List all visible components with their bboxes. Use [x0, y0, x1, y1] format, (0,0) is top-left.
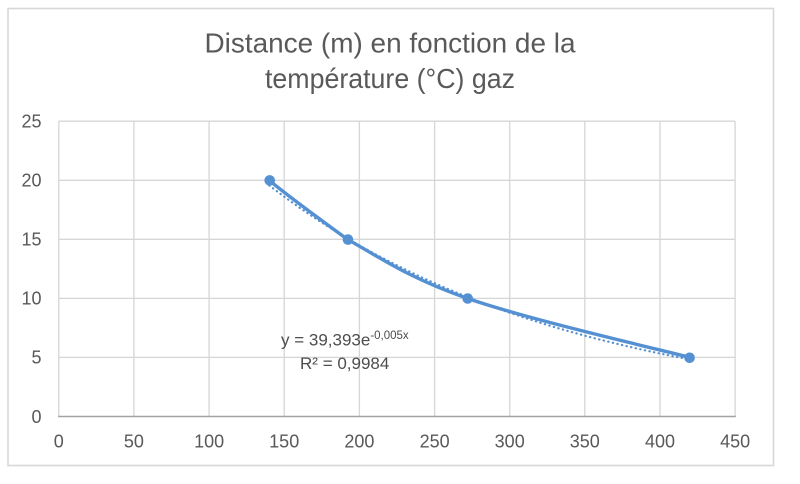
- svg-text:50: 50: [124, 431, 144, 451]
- svg-text:Distance (m) en fonction de la: Distance (m) en fonction de la: [205, 28, 576, 59]
- svg-text:R² = 0,9984: R² = 0,9984: [300, 354, 389, 373]
- svg-text:150: 150: [269, 431, 299, 451]
- svg-text:100: 100: [194, 431, 224, 451]
- svg-text:350: 350: [570, 431, 600, 451]
- svg-text:450: 450: [720, 431, 750, 451]
- svg-text:5: 5: [31, 348, 41, 368]
- svg-text:20: 20: [21, 171, 41, 191]
- svg-text:400: 400: [645, 431, 675, 451]
- svg-text:0: 0: [54, 431, 64, 451]
- svg-text:250: 250: [420, 431, 450, 451]
- svg-text:15: 15: [21, 230, 41, 250]
- svg-text:300: 300: [495, 431, 525, 451]
- svg-text:température (°C) gaz: température (°C) gaz: [265, 63, 515, 94]
- svg-text:10: 10: [21, 289, 41, 309]
- svg-text:0: 0: [31, 407, 41, 427]
- svg-text:200: 200: [344, 431, 374, 451]
- svg-text:25: 25: [21, 112, 41, 132]
